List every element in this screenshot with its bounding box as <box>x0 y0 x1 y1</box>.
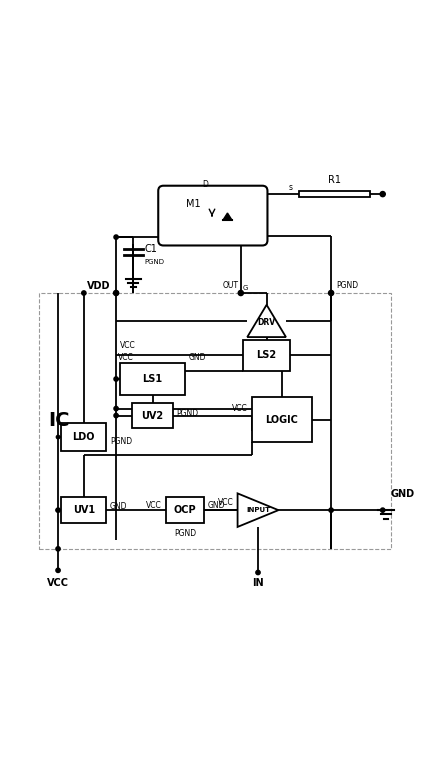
Circle shape <box>56 547 60 551</box>
FancyBboxPatch shape <box>158 186 267 246</box>
Text: OUT: OUT <box>223 280 239 290</box>
Text: C1: C1 <box>144 244 157 254</box>
Text: D: D <box>203 180 209 189</box>
Circle shape <box>114 377 118 381</box>
Text: PGND: PGND <box>174 528 196 537</box>
Text: PGND: PGND <box>110 437 132 446</box>
Text: LDO: LDO <box>73 432 95 442</box>
Text: GND: GND <box>390 490 415 500</box>
Circle shape <box>56 508 60 512</box>
Text: GND: GND <box>188 352 206 362</box>
Circle shape <box>82 291 86 295</box>
Text: GND: GND <box>110 503 127 511</box>
Bar <box>243 340 290 371</box>
Text: DRV: DRV <box>258 318 276 327</box>
Polygon shape <box>247 305 286 337</box>
Text: LS1: LS1 <box>143 374 163 384</box>
Bar <box>61 423 107 451</box>
Text: s: s <box>289 183 292 192</box>
Text: VCC: VCC <box>232 404 248 413</box>
Circle shape <box>56 435 60 439</box>
Circle shape <box>114 290 119 296</box>
Text: VCC: VCC <box>118 352 134 362</box>
Bar <box>166 496 204 524</box>
Circle shape <box>238 290 243 296</box>
Text: GND: GND <box>208 501 225 510</box>
Circle shape <box>114 406 118 411</box>
Text: VCC: VCC <box>146 501 162 510</box>
Bar <box>299 191 370 197</box>
Text: VCC: VCC <box>120 341 135 350</box>
Bar <box>61 496 107 524</box>
Polygon shape <box>237 493 279 527</box>
Text: VDD: VDD <box>87 281 111 291</box>
Circle shape <box>380 192 385 196</box>
Bar <box>252 397 312 443</box>
Text: INPUT: INPUT <box>246 507 270 513</box>
Text: UV1: UV1 <box>73 505 95 515</box>
Text: G: G <box>243 285 249 291</box>
Circle shape <box>256 570 260 575</box>
Circle shape <box>114 235 118 240</box>
Circle shape <box>56 568 60 572</box>
Text: IC: IC <box>48 412 70 431</box>
Text: LOGIC: LOGIC <box>265 415 298 424</box>
Text: IN: IN <box>252 578 264 588</box>
Circle shape <box>329 508 333 512</box>
Bar <box>120 363 185 395</box>
Text: OCP: OCP <box>174 505 196 515</box>
Circle shape <box>56 509 60 512</box>
Text: R1: R1 <box>328 174 341 185</box>
Polygon shape <box>223 213 232 220</box>
Text: VCC: VCC <box>218 498 233 507</box>
Circle shape <box>381 508 385 512</box>
Text: UV2: UV2 <box>141 411 164 421</box>
Text: PGND: PGND <box>144 258 164 265</box>
Text: M1: M1 <box>186 199 201 208</box>
Circle shape <box>329 290 334 296</box>
Text: LS2: LS2 <box>257 350 276 360</box>
Bar <box>132 403 173 428</box>
Bar <box>39 293 391 549</box>
Text: PGND: PGND <box>336 280 358 290</box>
Text: PGND: PGND <box>176 409 199 418</box>
Text: VCC: VCC <box>47 578 69 588</box>
Circle shape <box>114 413 118 418</box>
